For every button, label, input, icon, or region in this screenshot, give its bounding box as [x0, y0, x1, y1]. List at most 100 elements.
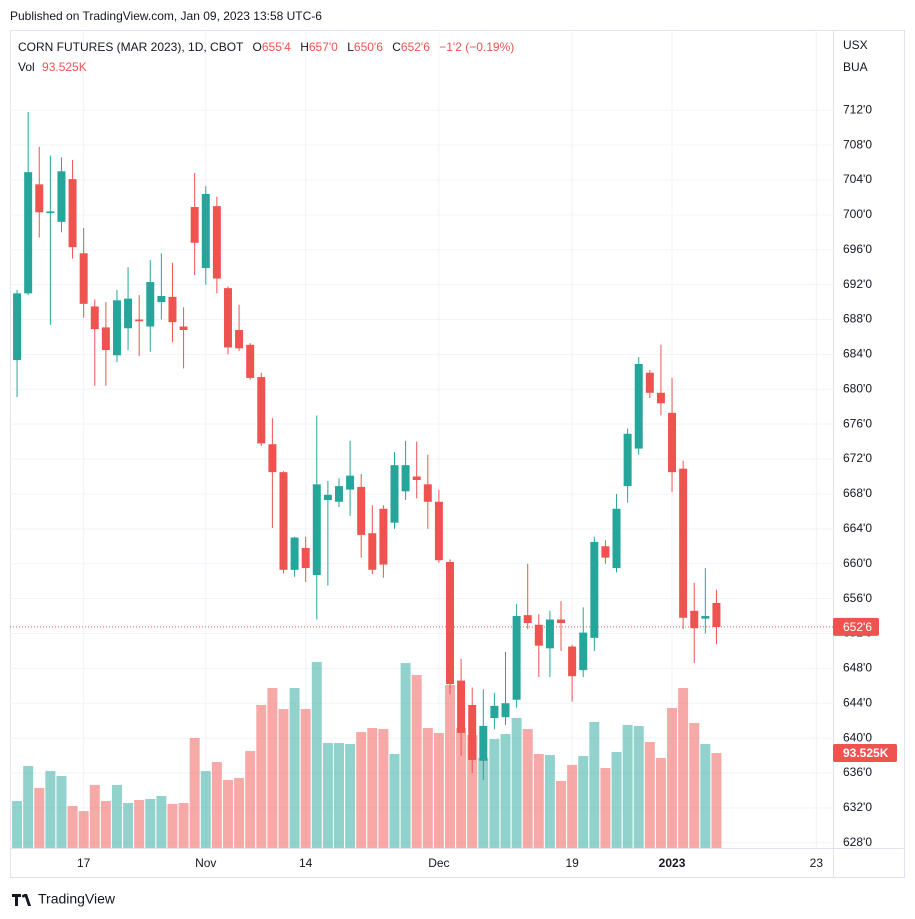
volume-bar	[445, 684, 455, 848]
volume-bar	[689, 723, 700, 848]
candle	[457, 658, 466, 756]
volume-bar	[256, 704, 267, 848]
candle	[656, 344, 665, 416]
y-tick-label: 692'0	[843, 277, 872, 291]
candle-body	[101, 327, 110, 351]
volume-bar	[655, 757, 666, 848]
candle-body	[90, 306, 99, 330]
candle	[146, 260, 155, 352]
volume-bar	[611, 751, 622, 848]
y-tick-label: 688'0	[843, 312, 872, 326]
candle	[135, 295, 144, 357]
candle	[124, 267, 133, 351]
candle	[312, 415, 321, 620]
candle	[157, 253, 166, 320]
y-tick-label: 644'0	[843, 695, 872, 709]
candle	[201, 186, 210, 285]
y-tick-label: 708'0	[843, 137, 872, 151]
candle	[112, 289, 121, 363]
volume-bar	[511, 717, 522, 848]
y-tick-label: 696'0	[843, 242, 872, 256]
volume-bar	[245, 751, 256, 848]
x-tick-label: 2023	[659, 856, 686, 870]
candle	[679, 460, 688, 630]
volume-bars	[12, 662, 722, 848]
volume-bar	[45, 771, 56, 848]
x-tick-label: 14	[299, 856, 313, 870]
volume-tag	[833, 744, 897, 763]
candle-body	[168, 296, 177, 323]
candle	[357, 473, 366, 558]
candle	[90, 299, 99, 386]
y-tick-label: 636'0	[843, 765, 872, 779]
candle	[24, 111, 33, 296]
volume-bar	[23, 765, 34, 848]
y-tick-label: 640'0	[843, 730, 872, 744]
candle-body	[534, 624, 543, 646]
chart-frame	[10, 30, 905, 878]
candle	[712, 589, 721, 645]
ohlc-low: L650'6	[347, 40, 383, 54]
candle-body	[257, 377, 266, 444]
candle	[13, 289, 22, 398]
volume-bar	[500, 733, 511, 848]
volume-bar	[178, 803, 189, 848]
volume-bar	[522, 729, 533, 848]
volume-bar	[300, 709, 311, 848]
volume-bar	[267, 687, 278, 848]
candle-body	[523, 615, 532, 624]
candle	[534, 614, 543, 678]
x-tick-label: 17	[77, 856, 91, 870]
candle	[35, 146, 44, 238]
candle-body	[701, 616, 710, 619]
candle	[301, 536, 310, 583]
volume-bar	[167, 804, 178, 848]
candle	[235, 304, 244, 351]
ohlc-label: O	[252, 40, 262, 54]
candle-body	[679, 468, 688, 618]
volume-bar	[322, 743, 333, 848]
y-tick-label: 684'0	[843, 347, 872, 361]
candle-body	[301, 548, 310, 569]
y-tick-label: 712'0	[843, 102, 872, 116]
volume-bar	[422, 727, 433, 848]
candle	[79, 227, 88, 318]
candle-body	[668, 412, 677, 473]
volume-bar	[433, 732, 444, 848]
candle	[512, 603, 521, 708]
candle	[257, 372, 266, 446]
candle	[701, 568, 710, 634]
candle	[601, 540, 610, 564]
y-tick-label: 700'0	[843, 207, 872, 221]
volume-bar	[467, 734, 478, 848]
volume-bar	[367, 727, 378, 848]
volume-bar	[289, 687, 300, 848]
candle	[612, 493, 621, 573]
candle-body	[423, 484, 432, 502]
candle-body	[634, 364, 643, 449]
candle-body	[46, 211, 55, 214]
candle-body	[57, 171, 66, 222]
volume-value: 93.525K	[42, 60, 87, 74]
candle-body	[656, 392, 665, 404]
volume-bar	[633, 725, 644, 848]
ohlc-open: O655'4	[253, 40, 291, 54]
candle	[690, 582, 699, 664]
x-tick-label: 19	[565, 856, 579, 870]
symbol-title: CORN FUTURES (MAR 2023), 1D, CBOT	[18, 40, 244, 54]
candle-body	[124, 298, 133, 329]
candle-body	[479, 725, 488, 761]
candle	[423, 454, 432, 529]
candle	[545, 610, 554, 678]
currency: USX	[843, 38, 868, 52]
brand-logo	[12, 894, 31, 906]
volume-bar	[356, 731, 367, 848]
volume-bar	[34, 787, 45, 848]
y-tick-label: 676'0	[843, 416, 872, 430]
y-tick-label: 632'0	[843, 800, 872, 814]
y-tick-label: 656'0	[843, 591, 872, 605]
volume-bar	[89, 784, 100, 848]
candle-body	[290, 537, 299, 570]
